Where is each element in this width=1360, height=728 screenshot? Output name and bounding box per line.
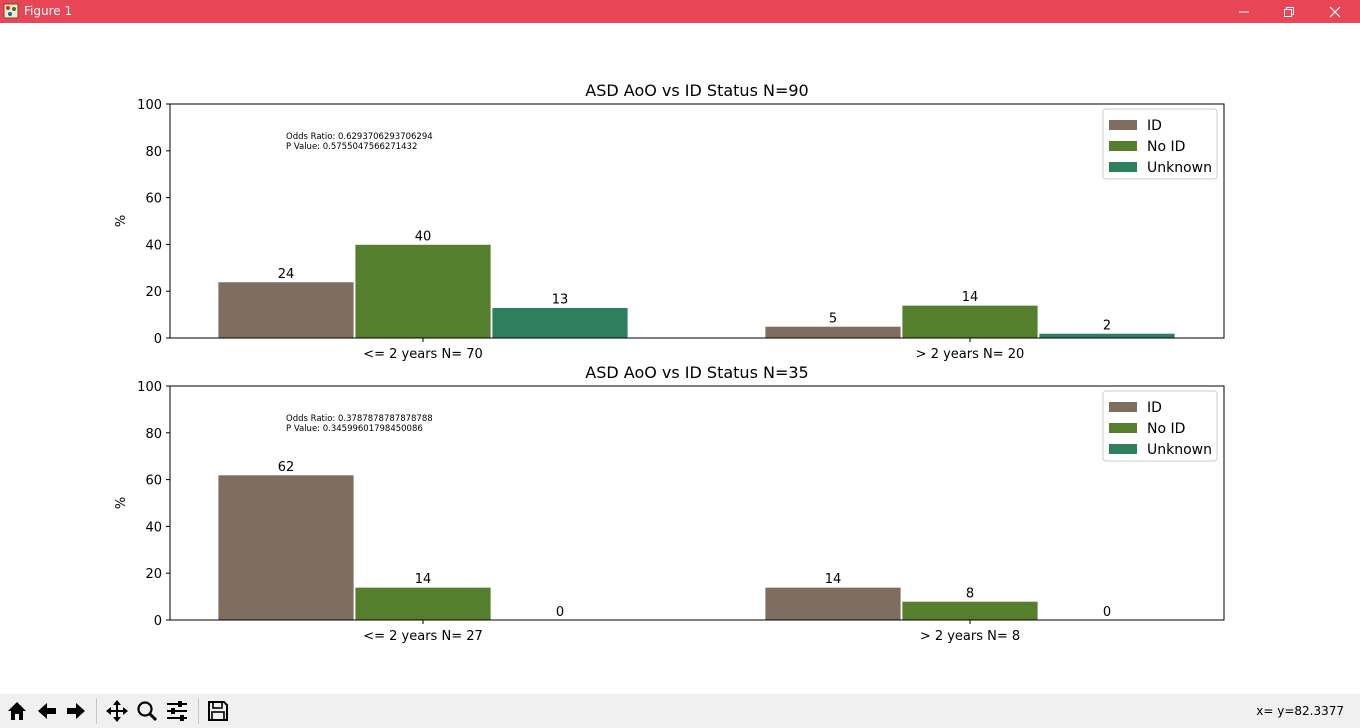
stats-annotation: Odds Ratio: 0.3787878787878788 (286, 414, 433, 424)
axes-frame (169, 385, 1225, 621)
zoom-icon (137, 701, 158, 722)
toolbar-divider (198, 698, 199, 724)
chart-title: ASD AoO vs ID Status N=35 (585, 363, 808, 382)
save-button[interactable] (204, 697, 232, 725)
y-tick-label: 60 (145, 474, 162, 489)
stats-annotation: P Value: 0.34599601798450086 (286, 424, 423, 434)
figure-canvas: ASD AoO vs ID Status N=90 24 5 40 14 13 2 0 20 40… (0, 23, 1360, 694)
y-axis-label: % (114, 497, 129, 509)
bar (1038, 332, 1176, 339)
legend-swatch (1109, 423, 1137, 433)
y-tick-label: 20 (145, 567, 162, 582)
bar-value-label: 8 (966, 586, 974, 601)
bar-value-label: 14 (825, 572, 842, 587)
legend-label: Unknown (1147, 160, 1212, 176)
legend-swatch (1109, 162, 1137, 172)
toolbar-divider (96, 698, 97, 724)
close-button[interactable] (1312, 0, 1358, 23)
close-icon (1329, 6, 1341, 17)
configure-subplots-button[interactable] (163, 697, 191, 725)
back-button[interactable] (33, 697, 61, 725)
legend-swatch (1109, 141, 1137, 151)
bar (764, 325, 902, 339)
bar (354, 243, 492, 339)
y-tick-label: 0 (154, 332, 162, 347)
bar-value-label: 2 (1103, 318, 1111, 333)
home-button[interactable] (3, 697, 31, 725)
axes-frame (169, 103, 1225, 339)
bar-value-label: 40 (415, 229, 432, 244)
window-title: Figure 1 (24, 4, 73, 18)
bar (354, 586, 492, 621)
legend-swatch (1109, 402, 1137, 412)
x-tick-label: <= 2 years N= 27 (363, 629, 483, 644)
y-tick-label: 100 (137, 98, 162, 113)
cursor-coordinates: x= y=82.3377 (1256, 704, 1344, 718)
bar (491, 307, 629, 339)
legend-label: Unknown (1147, 442, 1212, 458)
bar (901, 600, 1039, 621)
zoom-button[interactable] (133, 697, 161, 725)
window-titlebar: Figure 1 (0, 0, 1360, 23)
y-tick-label: 40 (145, 238, 162, 253)
save-icon (208, 701, 228, 721)
chart-title: ASD AoO vs ID Status N=90 (585, 81, 808, 100)
home-icon (8, 702, 26, 720)
y-tick-label: 60 (145, 192, 162, 207)
navigation-toolbar: x= y=82.3377 (0, 694, 1360, 728)
bar (901, 304, 1039, 339)
y-tick-label: 100 (137, 380, 162, 395)
bar-value-label: 14 (962, 290, 979, 305)
back-icon (38, 703, 56, 719)
bar (217, 281, 355, 339)
bar-value-label: 0 (556, 605, 564, 620)
y-tick-label: 0 (154, 614, 162, 629)
stats-annotation: Odds Ratio: 0.6293706293706294 (286, 132, 433, 142)
y-tick-label: 20 (145, 285, 162, 300)
bar-value-label: 13 (552, 293, 569, 308)
x-tick-label: > 2 years N= 20 (916, 347, 1025, 362)
legend-swatch (1109, 120, 1137, 130)
minimize-icon (1239, 11, 1249, 12)
bar-value-label: 0 (1103, 605, 1111, 620)
legend-label: ID (1147, 400, 1162, 416)
pan-button[interactable] (103, 697, 131, 725)
bar-value-label: 62 (278, 460, 295, 475)
pan-icon (106, 700, 128, 722)
restore-button[interactable] (1266, 0, 1312, 23)
y-axis-label: % (114, 215, 129, 227)
legend-swatch (1109, 444, 1137, 454)
x-tick-label: <= 2 years N= 70 (363, 347, 483, 362)
bar (217, 474, 355, 621)
forward-icon (67, 703, 85, 719)
bar-value-label: 14 (415, 572, 432, 587)
restore-icon (1284, 6, 1294, 17)
charts-canvas: ASD AoO vs ID Status N=90245401413202040… (114, 81, 1225, 644)
bar-value-label: 24 (278, 267, 295, 282)
forward-button[interactable] (62, 697, 90, 725)
y-tick-label: 40 (145, 520, 162, 535)
y-tick-label: 80 (145, 145, 162, 160)
configure-subplots-icon (167, 701, 187, 721)
x-tick-label: > 2 years N= 8 (920, 629, 1020, 644)
legend-label: No ID (1147, 139, 1185, 155)
y-tick-label: 80 (145, 427, 162, 442)
stats-annotation: P Value: 0.5755047566271432 (286, 142, 417, 152)
legend-label: ID (1147, 118, 1162, 134)
bar-value-label: 5 (829, 311, 837, 326)
legend-label: No ID (1147, 421, 1185, 437)
figure-app-icon (3, 3, 19, 19)
minimize-button[interactable] (1221, 0, 1267, 23)
bar (764, 586, 902, 621)
